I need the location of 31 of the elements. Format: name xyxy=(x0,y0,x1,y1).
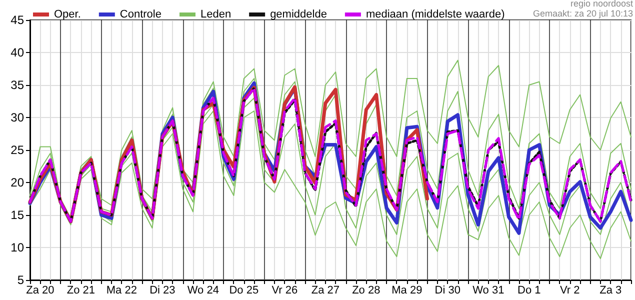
x-tick-label: Za 3 xyxy=(600,284,622,296)
y-tick-label: 25 xyxy=(10,143,24,157)
x-tick-label: Di 30 xyxy=(434,284,460,296)
y-tick-label: 10 xyxy=(10,240,24,254)
x-tick-label: Di 23 xyxy=(150,284,176,296)
x-tick-label: Vr 26 xyxy=(272,284,298,296)
legend-label: Controle xyxy=(120,8,162,20)
text: Gemaakt: za 20 jul 10:13 xyxy=(532,8,634,18)
y-tick-label: 40 xyxy=(10,46,24,60)
legend-label: Leden xyxy=(200,8,232,20)
x-tick-label: Do 1 xyxy=(518,284,541,296)
x-tick-label: Wo 31 xyxy=(472,284,504,296)
x-tick-label: Zo 21 xyxy=(66,284,96,296)
x-tick-label: Zo 28 xyxy=(352,284,380,296)
x-tick-label: Ma 29 xyxy=(392,284,422,296)
x-tick-label: Za 20 xyxy=(26,284,54,296)
y-tick-label: 20 xyxy=(10,176,24,190)
legend-label: Oper. xyxy=(54,8,81,20)
y-tick-label: 30 xyxy=(10,110,24,124)
x-tick-label: Do 25 xyxy=(229,284,259,296)
y-tick-label: 15 xyxy=(10,208,24,222)
x-tick-label: Za 27 xyxy=(311,284,340,296)
x-tick-label: Vr 2 xyxy=(560,284,580,296)
x-tick-label: Wo 24 xyxy=(187,284,219,296)
x-tick-label: Ma 22 xyxy=(106,284,137,296)
y-tick-label: 35 xyxy=(10,78,24,92)
legend-label: gemiddelde xyxy=(270,8,327,20)
text: regio noordoost xyxy=(570,0,634,8)
legend-label: mediaan (middelste waarde) xyxy=(366,8,505,20)
y-tick-label: 5 xyxy=(17,273,24,287)
y-tick-label: 45 xyxy=(10,13,24,27)
